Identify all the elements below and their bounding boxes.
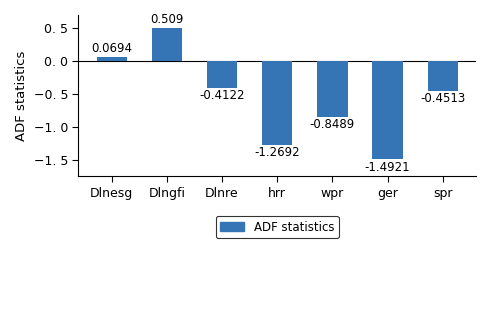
Text: -0.4513: -0.4513 bbox=[420, 92, 465, 105]
Text: 0.0694: 0.0694 bbox=[91, 42, 132, 55]
Y-axis label: ADF statistics: ADF statistics bbox=[15, 50, 28, 141]
Text: -1.2692: -1.2692 bbox=[254, 146, 300, 159]
Bar bbox=[97, 57, 127, 61]
Text: 0.509: 0.509 bbox=[150, 13, 184, 26]
Bar bbox=[372, 61, 403, 160]
Bar bbox=[317, 61, 348, 117]
Text: -0.4122: -0.4122 bbox=[199, 90, 245, 103]
Text: -0.8489: -0.8489 bbox=[310, 118, 355, 131]
Text: -1.4921: -1.4921 bbox=[365, 161, 410, 174]
Bar bbox=[428, 61, 458, 91]
Legend: ADF statistics: ADF statistics bbox=[216, 216, 339, 238]
Bar bbox=[207, 61, 237, 88]
Bar bbox=[262, 61, 293, 145]
Bar bbox=[152, 28, 182, 61]
